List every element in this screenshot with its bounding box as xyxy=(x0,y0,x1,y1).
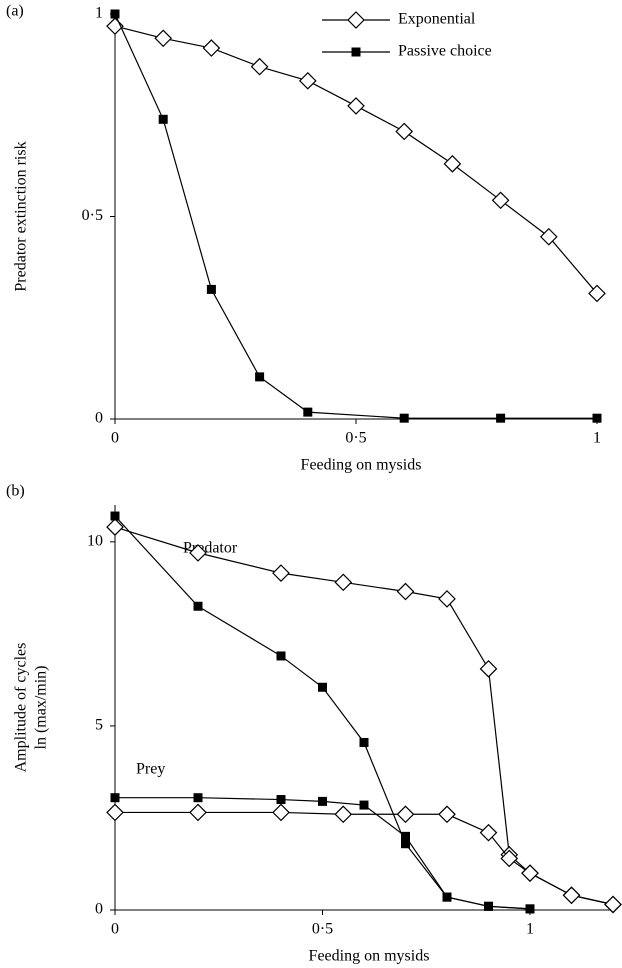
data-point xyxy=(496,413,506,423)
y-tick-label: 5 xyxy=(95,717,103,734)
data-point xyxy=(189,544,207,562)
data-point xyxy=(539,227,558,246)
y-axis-label: ln (max/min) xyxy=(33,666,50,750)
data-point xyxy=(395,122,414,141)
data-point xyxy=(193,793,203,803)
data-point xyxy=(298,71,317,90)
y-tick-label: 0·5 xyxy=(82,207,103,224)
y-tick-label: 0 xyxy=(95,410,103,427)
panel-label: (b) xyxy=(6,483,25,500)
legend-label: Passive choice xyxy=(398,43,492,60)
x-axis-label: Feeding on mysids xyxy=(301,457,422,474)
series-line xyxy=(114,526,614,906)
legend-marker xyxy=(347,11,365,29)
series-line xyxy=(115,797,531,910)
legend-label: Exponential xyxy=(398,11,476,28)
data-point xyxy=(158,114,168,124)
data-point xyxy=(521,864,539,883)
data-point xyxy=(334,805,353,824)
data-point xyxy=(110,511,120,521)
data-point xyxy=(255,372,265,382)
x-tick-label: 0 xyxy=(111,921,119,938)
data-point xyxy=(110,9,120,19)
data-point xyxy=(592,413,602,423)
data-point xyxy=(484,901,493,911)
data-point xyxy=(491,191,510,210)
data-point xyxy=(588,284,606,303)
annotation: Prey xyxy=(136,761,165,778)
data-point xyxy=(401,839,410,849)
legend-marker xyxy=(351,47,361,57)
data-point xyxy=(110,793,120,803)
data-point xyxy=(396,582,415,601)
data-point xyxy=(438,805,456,824)
y-tick-label: 1 xyxy=(95,5,103,22)
data-point xyxy=(276,795,286,805)
data-point xyxy=(604,895,622,914)
x-axis-label: Feeding on mysids xyxy=(309,948,430,965)
data-point xyxy=(500,849,519,868)
data-point xyxy=(347,97,365,115)
y-axis-label: Predator extinction risk xyxy=(13,141,30,291)
data-point xyxy=(303,407,313,417)
data-point xyxy=(202,39,221,57)
x-tick-label: 1 xyxy=(593,430,601,447)
data-point xyxy=(106,518,124,536)
series-line xyxy=(115,811,614,906)
data-point xyxy=(193,601,203,611)
series-line xyxy=(114,25,598,294)
data-point xyxy=(154,29,173,48)
data-point xyxy=(479,659,498,678)
y-tick-label: 0 xyxy=(95,901,103,918)
data-point xyxy=(399,413,409,423)
series-line xyxy=(114,515,531,910)
y-axis-label: Amplitude of cycles xyxy=(13,643,30,773)
data-point xyxy=(525,904,535,914)
data-point xyxy=(272,803,290,822)
data-point xyxy=(250,57,269,76)
data-point xyxy=(562,886,581,905)
data-point xyxy=(396,805,415,824)
data-point xyxy=(334,573,353,592)
data-point xyxy=(318,682,327,692)
data-point xyxy=(359,800,369,810)
x-tick-label: 1 xyxy=(526,921,534,938)
data-point xyxy=(276,651,286,661)
y-tick-label: 10 xyxy=(87,532,103,549)
panel-label: (a) xyxy=(6,3,24,20)
x-tick-label: 0·5 xyxy=(312,921,333,938)
x-tick-label: 0 xyxy=(111,430,119,447)
x-tick-label: 0·5 xyxy=(345,430,366,447)
data-point xyxy=(443,155,462,173)
data-point xyxy=(206,284,216,294)
series-line xyxy=(114,13,597,419)
data-point xyxy=(479,823,498,842)
data-point xyxy=(359,737,369,747)
data-point xyxy=(272,564,290,582)
data-point xyxy=(442,892,452,902)
data-point xyxy=(438,590,456,608)
data-point xyxy=(318,796,327,806)
data-point xyxy=(189,803,207,822)
data-point xyxy=(401,831,410,841)
data-point xyxy=(106,803,124,822)
